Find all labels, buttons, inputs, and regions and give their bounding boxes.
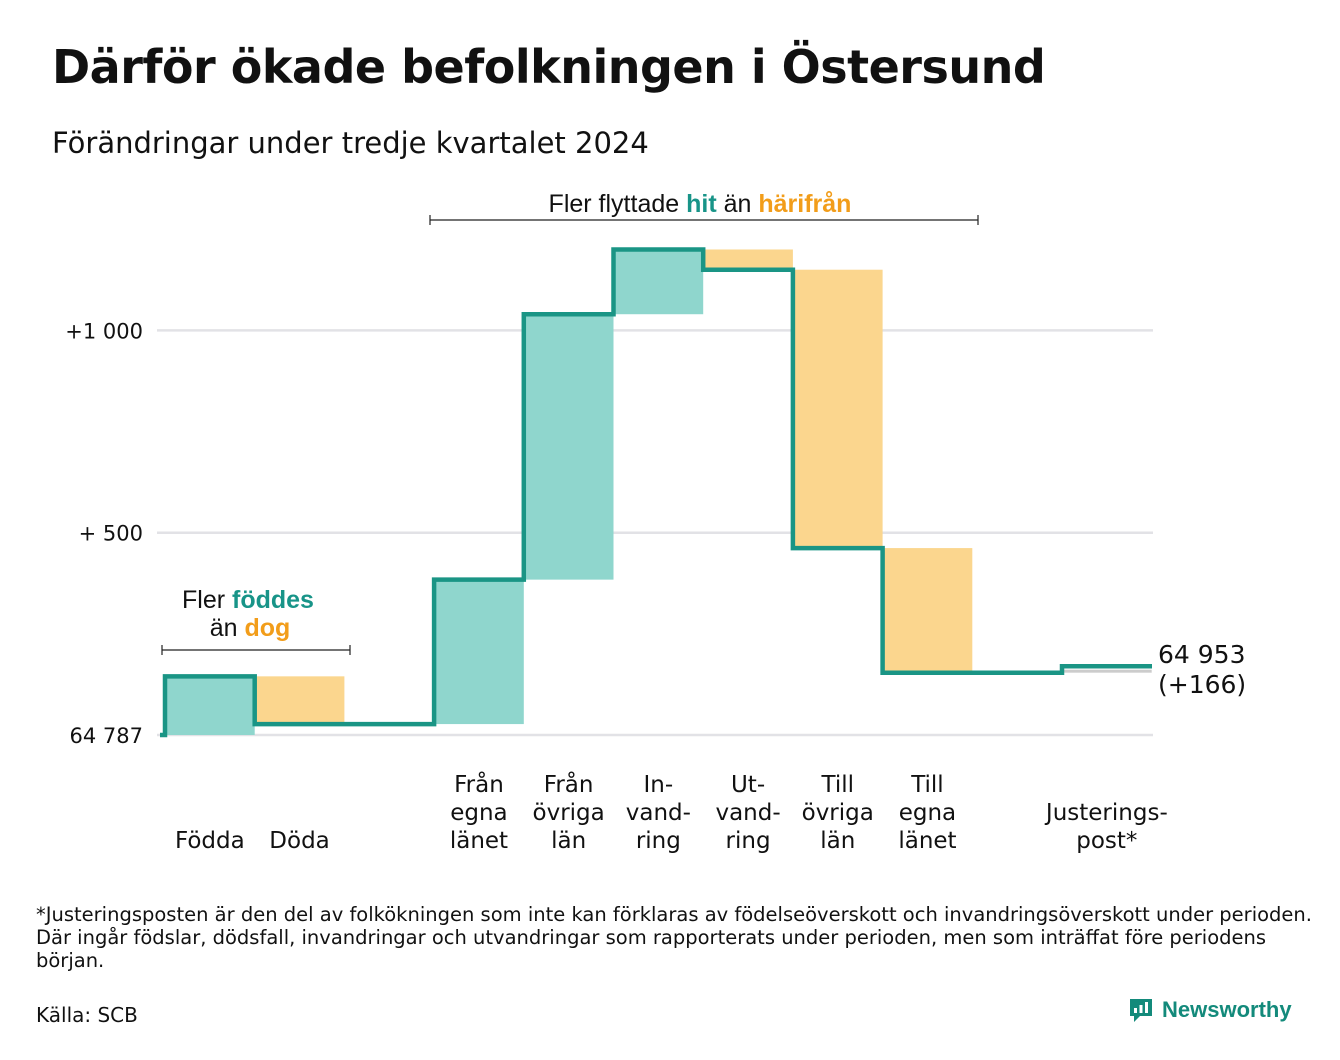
category-label: län — [820, 828, 855, 854]
bar — [523, 314, 614, 580]
category-label: Från — [454, 770, 504, 798]
bar — [254, 676, 345, 725]
bars — [165, 249, 1152, 735]
category-label: län — [551, 828, 586, 854]
cumulative-line — [160, 247, 1152, 738]
waterfall-chart: 64 787+ 500+1 000 Födda DödaFrånegnalänet… — [65, 190, 1246, 854]
category-label: Justerings- — [1044, 800, 1168, 826]
category-label: Till — [910, 772, 944, 798]
bar — [882, 548, 973, 673]
y-tick-label: 64 787 — [70, 724, 143, 748]
births-annotation-line2: än dog — [210, 614, 291, 642]
category-label: Till — [820, 772, 854, 798]
category-label: länet — [898, 828, 956, 854]
y-axis-ticks: 64 787 + 500 +1 000 — [65, 319, 143, 748]
category-label: Ut- — [731, 772, 765, 798]
bar — [165, 676, 255, 735]
category-label: vand- — [626, 800, 691, 826]
chart-title: Därför ökade befolkningen i Östersund — [52, 40, 1046, 94]
category-label: Födda — [175, 828, 245, 854]
newsworthy-logo: Newsworthy — [1128, 997, 1292, 1023]
bar — [792, 269, 883, 549]
category-label: egna — [450, 800, 507, 826]
y-tick-label: +1 000 — [65, 319, 143, 343]
category-label: egna — [899, 800, 956, 826]
category-label: övriga — [802, 800, 874, 826]
end-value-label: 64 953 — [1158, 640, 1245, 669]
cumulative-step-line — [160, 247, 1152, 738]
births-annotation-line1: Fler föddes — [182, 586, 314, 614]
bar — [703, 249, 793, 270]
category-label: post* — [1076, 828, 1137, 854]
footnote: *Justeringsposten är den del av folkökni… — [36, 903, 1312, 972]
newsworthy-logo-icon — [1130, 999, 1152, 1022]
category-label: Döda — [269, 828, 329, 854]
category-labels: Födda DödaFrånegnalänetFrånövrigalänIn-va… — [175, 770, 1168, 854]
source-label: Källa: SCB — [36, 1003, 138, 1027]
bar — [434, 579, 524, 725]
category-label: In- — [644, 772, 674, 798]
category-label: Från — [544, 770, 594, 798]
category-label: ring — [636, 828, 681, 854]
category-label: övriga — [533, 800, 605, 826]
category-label: vand- — [715, 800, 780, 826]
bar — [1062, 669, 1152, 673]
migration-annotation: Fler flyttade hit än härifrån — [429, 190, 979, 225]
migration-annotation-text: Fler flyttade hit än härifrån — [549, 190, 852, 218]
end-change-label: (+166) — [1158, 670, 1246, 699]
bar — [613, 249, 704, 315]
y-tick-label: + 500 — [79, 522, 143, 546]
newsworthy-logo-text: Newsworthy — [1162, 997, 1292, 1022]
chart-subtitle: Förändringar under tredje kvartalet 2024 — [52, 126, 649, 160]
category-label: länet — [450, 828, 508, 854]
category-label: ring — [726, 828, 771, 854]
gridlines — [157, 329, 1153, 737]
births-annotation: Fler föddes än dog — [161, 586, 351, 655]
